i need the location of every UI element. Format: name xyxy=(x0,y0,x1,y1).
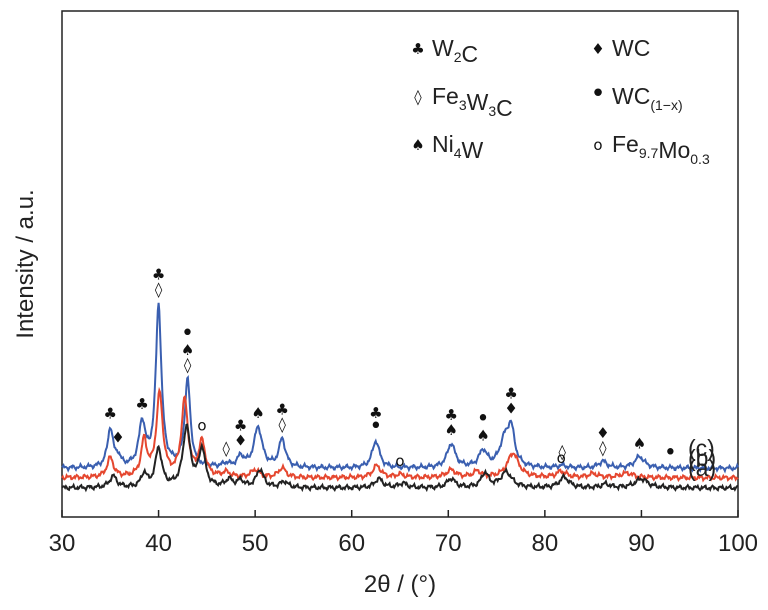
xrd-curve-b xyxy=(61,386,739,483)
x-tick-label: 60 xyxy=(338,530,365,557)
xrd-curves xyxy=(61,302,739,493)
legend-text-part: Mo xyxy=(658,137,690,163)
open-circle-icon: o xyxy=(557,449,566,467)
x-tick-label: 80 xyxy=(532,530,559,557)
diamond-open-icon: ◊ xyxy=(559,443,567,461)
club-icon: ♣ xyxy=(504,384,517,402)
x-tick-label: 40 xyxy=(145,530,172,557)
xrd-curve-a xyxy=(61,423,739,493)
legend-text-part: W xyxy=(467,89,489,115)
curve-label-c: (c) xyxy=(688,435,715,461)
diamond-open-icon: ◊ xyxy=(184,356,192,374)
x-tick-label: 90 xyxy=(628,530,655,557)
y-axis-title: Intensity / a.u. xyxy=(12,189,39,338)
legend-text-part: W xyxy=(462,137,484,163)
xrd-curve-c xyxy=(61,302,739,474)
legend-text-part: W xyxy=(432,35,454,61)
diamond-filled-icon: ♦ xyxy=(111,428,124,446)
curve-labels: (c)(b)(a) xyxy=(688,435,716,481)
x-tick-label: 70 xyxy=(435,530,462,557)
legend-label: WC xyxy=(612,35,650,61)
dot-icon: • xyxy=(369,414,382,439)
phase-markers: ♣♦♣◊♣◊♠•◊ ♦♣♠◊♣•♣♠♣♠• ♦♣◊ ◊♦♠ •oo o xyxy=(104,265,677,470)
spade-icon: ♠ xyxy=(476,427,489,445)
spade-icon: ♠ xyxy=(633,435,646,453)
x-axis-tick-labels: 30 40 50 60 70 80 90 100 xyxy=(49,530,758,557)
legend-label: Fe3W3C xyxy=(432,83,513,121)
spade-icon: ♠ xyxy=(444,421,457,439)
diamond-open-icon: ◊ xyxy=(278,416,286,434)
legend-label: WC(1−x) xyxy=(612,83,683,113)
club-icon: ♣ xyxy=(152,265,165,283)
legend-label: Ni4W xyxy=(432,131,484,163)
dot-icon: • xyxy=(664,441,677,466)
diamond-open-icon: ◊ xyxy=(155,280,163,298)
curve-label-a: (a) xyxy=(688,455,716,481)
club-icon: ♣ xyxy=(444,406,457,424)
legend-subscript: 3 xyxy=(459,97,467,113)
legend-text-part: C xyxy=(496,95,513,121)
dot-icon: • xyxy=(590,79,605,109)
x-axis-ticks xyxy=(61,510,739,517)
diamond-filled-icon: ♦ xyxy=(596,424,609,442)
legend-text-part: Fe xyxy=(612,131,639,157)
spade-icon: ♠ xyxy=(251,404,264,422)
open-circle-icon: o xyxy=(197,417,206,435)
club-icon: ♣ xyxy=(411,40,424,58)
legend-subscript: 4 xyxy=(454,145,462,161)
club-icon: ♣ xyxy=(369,404,382,422)
plot-area-border xyxy=(61,10,739,518)
legend-subscript: (1−x) xyxy=(650,97,682,113)
x-tick-label: 50 xyxy=(242,530,269,557)
diamond-filled-icon: ♦ xyxy=(234,432,247,450)
curve-label-b: (b) xyxy=(688,445,716,471)
x-axis-title: 2θ / (°) xyxy=(364,571,436,598)
open-circle-icon: o xyxy=(395,452,404,470)
legend-subscript: 3 xyxy=(488,103,496,119)
club-icon: ♣ xyxy=(135,395,148,413)
diamond-open-icon: ◊ xyxy=(222,440,230,458)
dot-icon: • xyxy=(181,321,194,346)
club-icon: ♣ xyxy=(104,404,117,422)
dot-icon: • xyxy=(477,407,490,432)
legend-subscript: 2 xyxy=(454,49,462,65)
diamond-filled-icon: ♦ xyxy=(504,399,517,417)
legend-text-part: WC xyxy=(612,35,650,61)
x-tick-label: 100 xyxy=(718,530,758,557)
legend-text-part: C xyxy=(462,41,479,67)
legend-text-part: Ni xyxy=(432,131,454,157)
club-icon: ♣ xyxy=(275,401,288,419)
plot-frame xyxy=(61,10,739,518)
spade-icon: ♠ xyxy=(411,136,424,154)
legend-label: W2C xyxy=(432,35,478,67)
diamond-filled-icon: ♦ xyxy=(591,40,604,58)
legend-subscript: 9.7 xyxy=(639,145,659,161)
diamond-open-icon: ◊ xyxy=(599,439,607,457)
legend: ♣ W2C ♦ WC◊ Fe3W3C • WC(1−x)♠ Ni4W o Fe9.7Mo0.3 xyxy=(411,35,710,167)
x-tick-label: 30 xyxy=(49,530,76,557)
legend-text-part: WC xyxy=(612,83,650,109)
diamond-open-icon: ◊ xyxy=(414,88,422,106)
legend-text-part: Fe xyxy=(432,83,459,109)
legend-subscript: 0.3 xyxy=(690,151,710,167)
spade-icon: ♠ xyxy=(181,341,194,359)
club-icon: ♣ xyxy=(234,417,247,435)
open-circle-icon: o xyxy=(593,136,602,154)
legend-label: Fe9.7Mo0.3 xyxy=(612,131,710,167)
